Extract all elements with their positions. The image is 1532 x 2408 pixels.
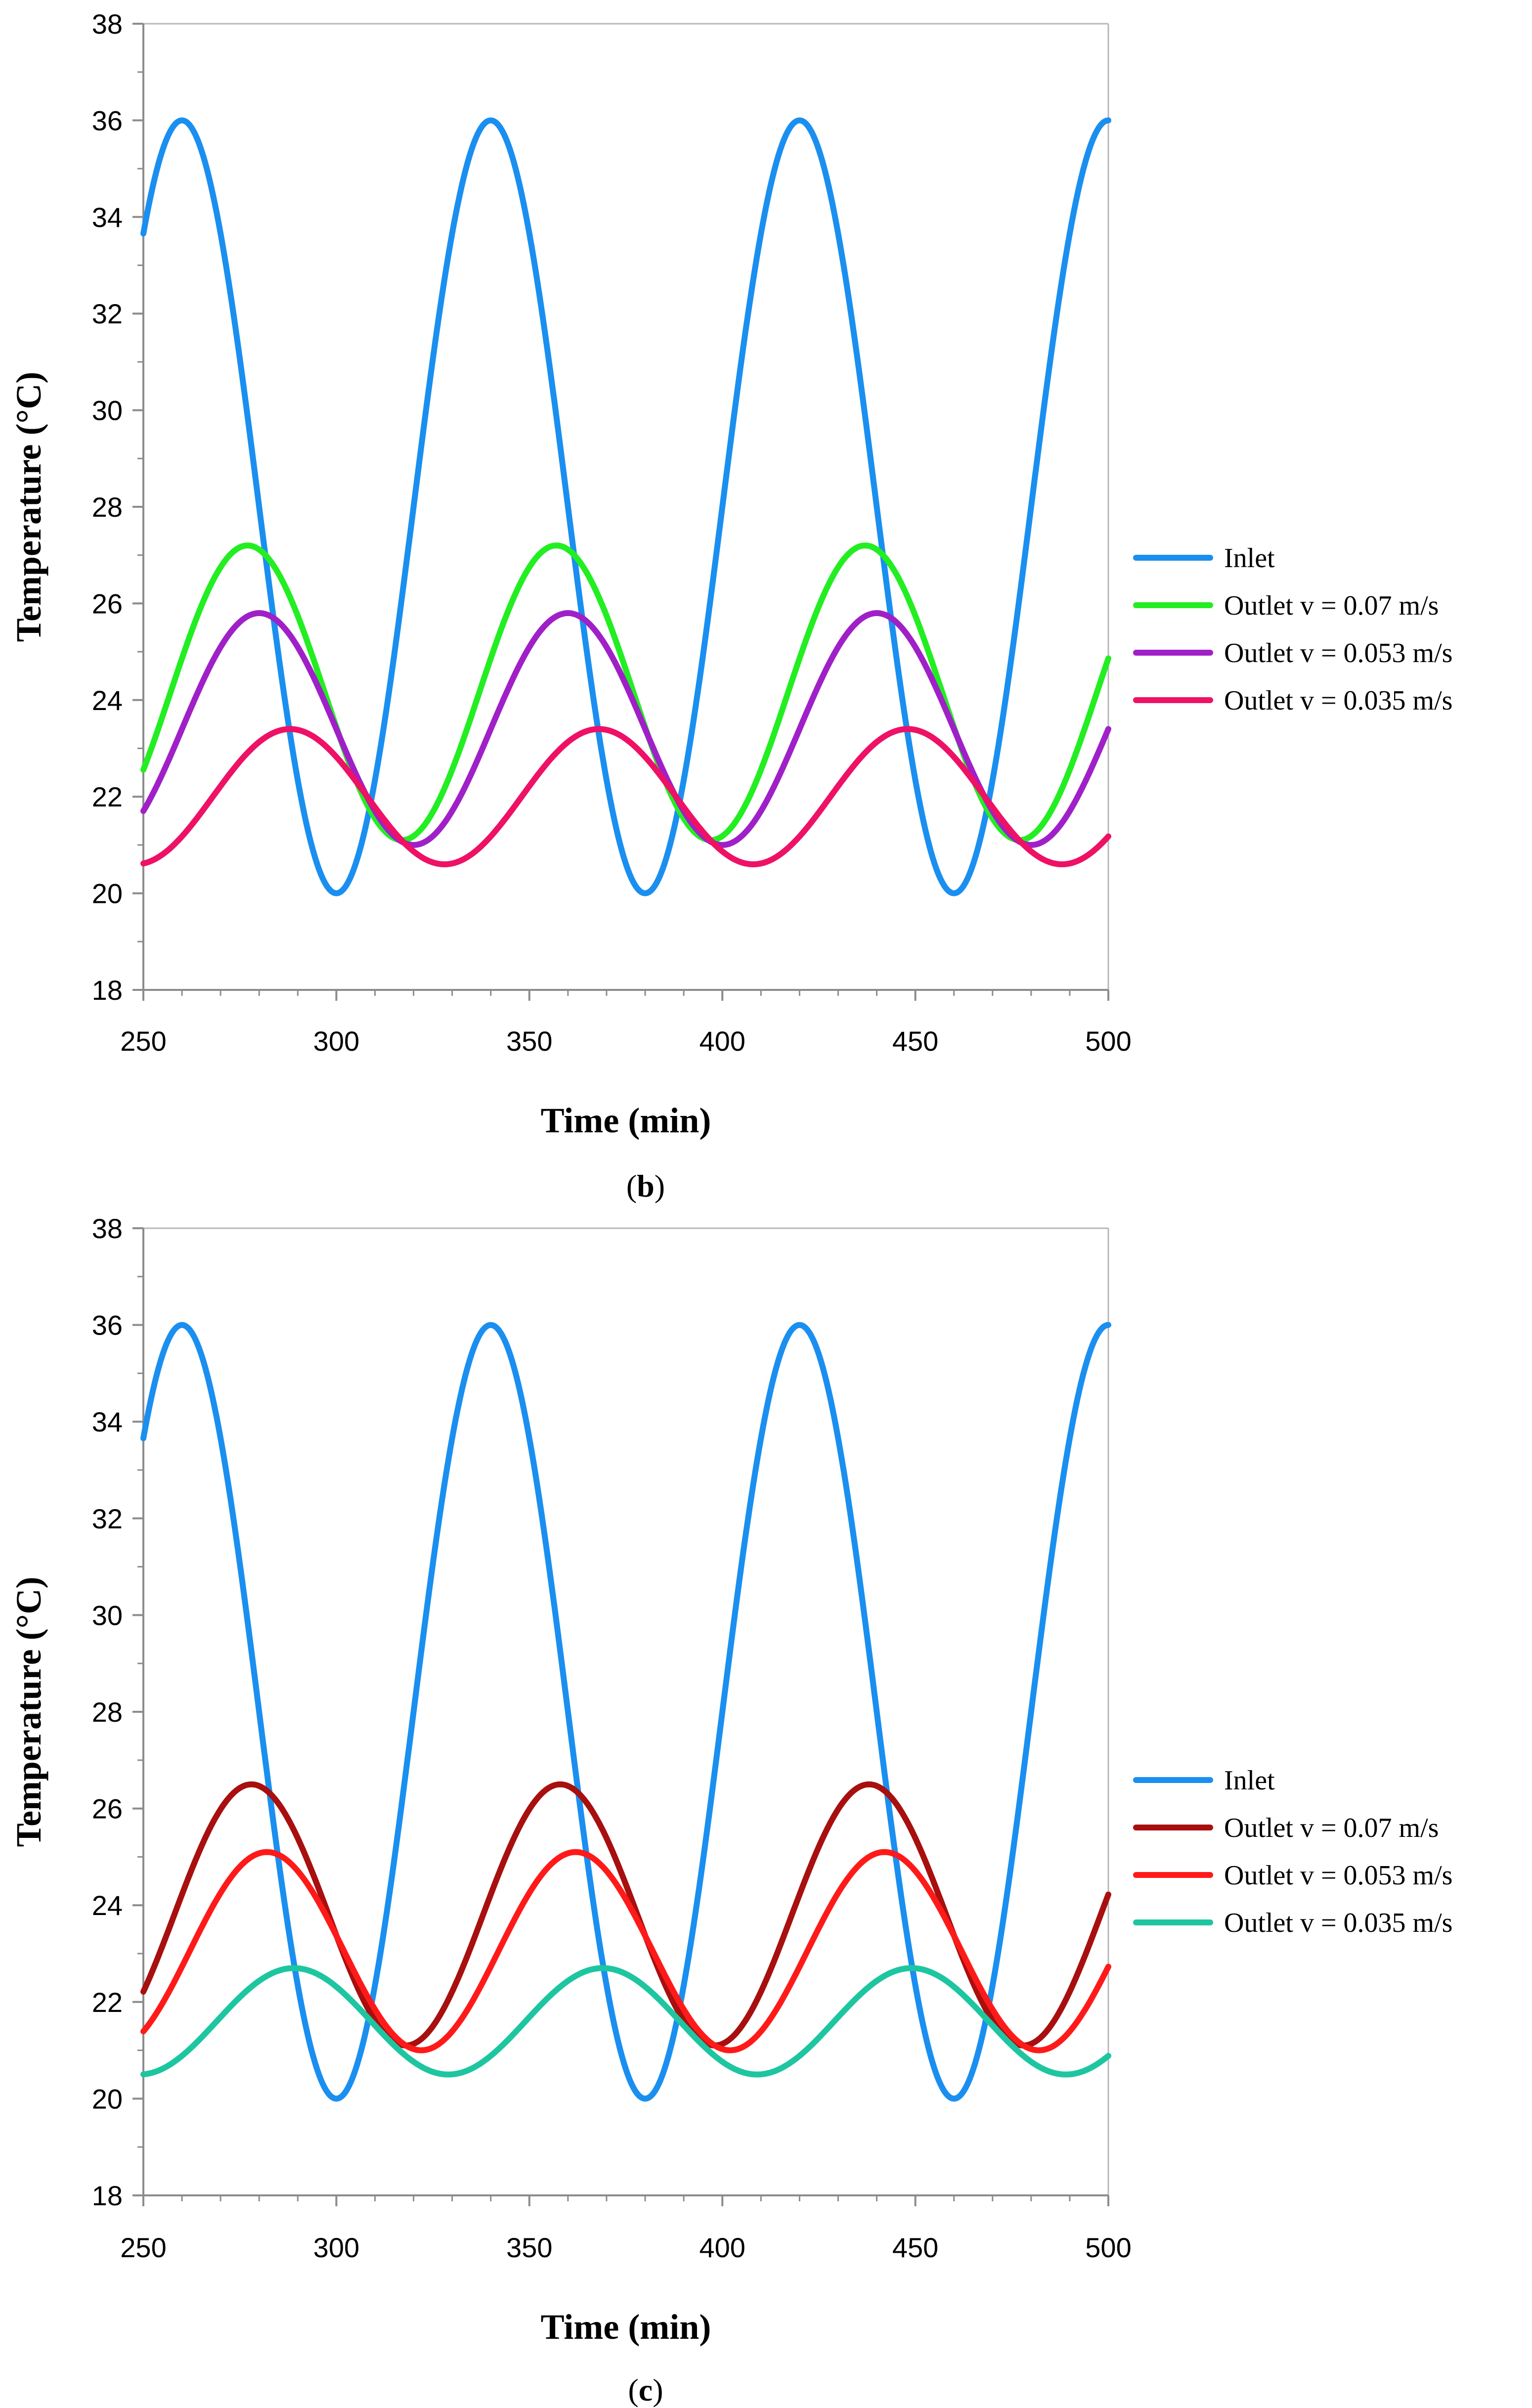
panel-caption: (c) (628, 2372, 663, 2408)
legend-label-3: Outlet v = 0.035 m/s (1224, 1908, 1452, 1938)
y-tick-label: 34 (92, 202, 123, 233)
legend: Inlet Outlet v = 0.07 m/s Outlet v = 0.053… (1133, 543, 1452, 716)
legend-label-3: Outlet v = 0.035 m/s (1224, 685, 1452, 716)
y-tick-label: 24 (92, 1890, 123, 1921)
legend-label-1: Outlet v = 0.07 m/s (1224, 590, 1439, 621)
y-tick-label: 38 (92, 1213, 123, 1244)
series-line-3 (140, 726, 1111, 867)
x-tick-label: 400 (699, 1026, 745, 1057)
x-tick-label: 450 (892, 1026, 938, 1057)
chart-panel-c: 18 20 22 24 26 28 30 32 34 36 38 250 300 350 400 450 500… (9, 1213, 1452, 2408)
legend-label-1: Outlet v = 0.07 m/s (1224, 1813, 1439, 1843)
y-axis-title: Temperature (°C) (9, 1577, 48, 1847)
y-tick-label: 26 (92, 1793, 123, 1825)
x-tick-label: 350 (506, 1026, 552, 1057)
y-axis-title: Temperature (°C) (9, 372, 48, 642)
y-tick-label: 20 (92, 878, 123, 909)
y-tick-label: 30 (92, 1600, 123, 1631)
x-tick-label: 500 (1085, 2232, 1131, 2263)
y-tick-label: 30 (92, 395, 123, 426)
series-line-2 (140, 1849, 1111, 2053)
y-tick-label: 28 (92, 1696, 123, 1728)
x-tick-label: 500 (1085, 1026, 1131, 1057)
y-tick-label: 18 (92, 975, 123, 1006)
x-tick-label: 400 (699, 2232, 745, 2263)
series-line-1 (140, 542, 1111, 844)
y-tick-label: 36 (92, 105, 123, 136)
panel-caption: (b) (626, 1168, 665, 1204)
y-tick-label: 36 (92, 1310, 123, 1341)
y-tick-label: 32 (92, 1503, 123, 1534)
y-tick-label: 38 (92, 8, 123, 40)
x-tick-label: 350 (506, 2232, 552, 2263)
y-tick-label: 26 (92, 588, 123, 619)
y-tick-label: 22 (92, 781, 123, 812)
y-tick-label: 28 (92, 491, 123, 523)
x-axis-title: Time (min) (541, 1101, 711, 1140)
series-line-0 (140, 117, 1111, 896)
y-tick-label: 24 (92, 685, 123, 716)
y-tick-label: 34 (92, 1406, 123, 1437)
legend-label-2: Outlet v = 0.053 m/s (1224, 638, 1452, 669)
x-tick-label: 450 (892, 2232, 938, 2263)
y-tick-label: 18 (92, 2180, 123, 2211)
legend: Inlet Outlet v = 0.07 m/s Outlet v = 0.053… (1133, 1765, 1452, 1938)
series-line-2 (140, 610, 1111, 848)
x-axis-title: Time (min) (541, 2307, 711, 2347)
x-tick-label: 300 (313, 1026, 359, 1057)
legend-label-2: Outlet v = 0.053 m/s (1224, 1860, 1452, 1891)
legend-label-0: Inlet (1224, 1765, 1275, 1796)
x-tick-label: 250 (120, 1026, 166, 1057)
chart-panel-b: 18 20 22 24 26 28 30 32 34 36 38 250 300 350 400 450 500… (9, 8, 1452, 1204)
series-line-3 (140, 1965, 1111, 2078)
y-tick-label: 22 (92, 1987, 123, 2018)
x-tick-label: 250 (120, 2232, 166, 2263)
series-line-0 (140, 1322, 1111, 2102)
y-tick-label: 32 (92, 298, 123, 329)
x-tick-label: 300 (313, 2232, 359, 2263)
y-tick-label: 20 (92, 2083, 123, 2114)
legend-label-0: Inlet (1224, 543, 1275, 574)
